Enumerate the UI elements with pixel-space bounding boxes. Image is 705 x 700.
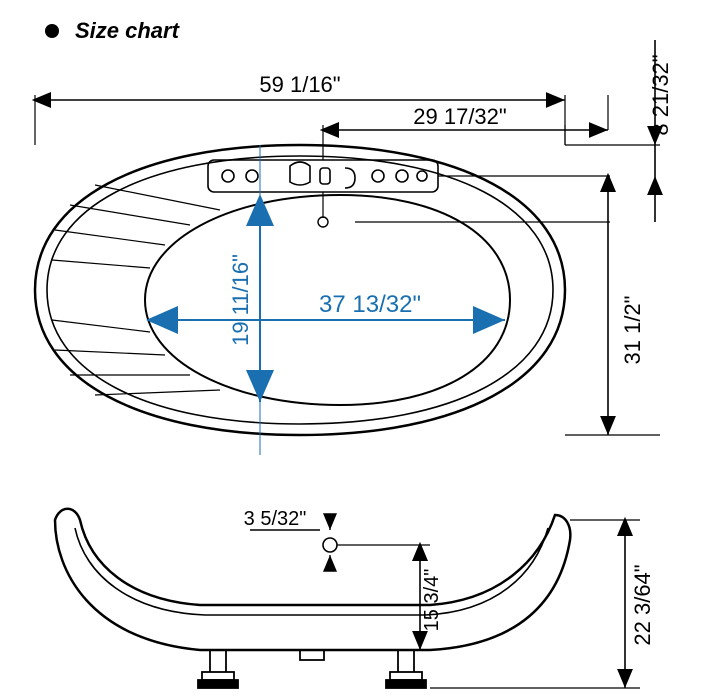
overflow-drain-top: [318, 217, 328, 227]
dim-overall-length-label: 59 1/16": [259, 72, 340, 97]
dim-overall-height-label: 22 3/64": [630, 564, 655, 645]
dim-drain-height-label: 3 5/32": [244, 508, 307, 530]
drawing-svg: 59 1/16" 29 17/32" 8 21/32": [0, 0, 705, 700]
dim-top-offset-label: 8 21/32": [648, 54, 673, 135]
overflow-drain-side: [323, 538, 337, 552]
dim-inner-width-label: 19 11/16": [228, 254, 253, 346]
title-bullet: [45, 24, 59, 38]
dim-overall-width: 31 1/2": [608, 176, 645, 435]
dim-water-depth-label: 15 3/4": [421, 569, 443, 632]
dim-drain-height: 3 5/32": [244, 508, 330, 570]
dim-inner-length-label: 37 13/32": [319, 291, 421, 318]
page-title: Size chart: [75, 18, 179, 44]
dim-inner-length: 37 13/32": [150, 291, 505, 320]
dim-top-offset: 8 21/32": [648, 40, 673, 222]
diagram-canvas: Size chart: [0, 0, 705, 700]
side-view: 3 5/32" 15 3/4" 22 3/64": [55, 508, 655, 688]
rim-hatch: [52, 185, 220, 395]
tub-feet: [198, 650, 426, 688]
top-view: 59 1/16" 29 17/32" 8 21/32": [35, 40, 673, 455]
dim-faucet-center-label: 29 17/32": [413, 104, 506, 129]
dim-overall-width-label: 31 1/2": [620, 296, 645, 365]
dim-water-depth: 15 3/4": [337, 545, 443, 650]
